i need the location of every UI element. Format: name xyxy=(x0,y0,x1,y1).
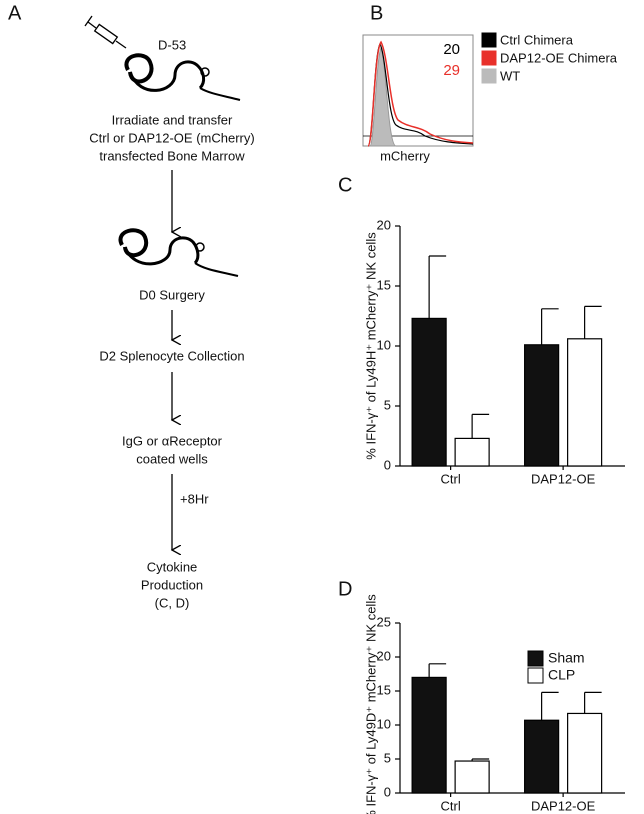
gate-count: 20 xyxy=(443,41,460,58)
diagram-step: coated wells xyxy=(136,451,208,466)
syringe xyxy=(84,15,127,49)
panel-label: B xyxy=(370,2,383,24)
panel-label: A xyxy=(8,2,22,24)
diagram-step: Cytokine xyxy=(147,559,198,574)
diagram-step: D2 Splenocyte Collection xyxy=(99,348,244,363)
y-axis-label: % IFN-γ⁺ of Ly49H⁺ mCherry⁺ NK cells xyxy=(363,232,378,460)
x-tick-label: Ctrl xyxy=(441,798,461,813)
bar xyxy=(411,676,447,794)
diagram-step: D0 Surgery xyxy=(139,287,205,302)
x-tick-label: DAP12-OE xyxy=(531,471,596,486)
diagram-step: Ctrl or DAP12-OE (mCherry) xyxy=(89,130,254,145)
x-tick-label: DAP12-OE xyxy=(531,798,596,813)
x-axis-label: mCherry xyxy=(380,148,430,163)
y-tick-label: 10 xyxy=(377,337,391,352)
y-tick-label: 10 xyxy=(377,716,391,731)
x-tick-label: Ctrl xyxy=(441,471,461,486)
y-tick-label: 15 xyxy=(377,682,391,697)
legend-label: WT xyxy=(500,68,520,83)
diagram-step: Production xyxy=(141,577,203,592)
bar xyxy=(567,338,603,467)
panel-label: D xyxy=(338,578,352,600)
y-tick-label: 5 xyxy=(384,750,391,765)
y-axis-label: % IFN-γ⁺ of Ly49D⁺ mCherry⁺ NK cells xyxy=(363,594,378,814)
bar xyxy=(454,437,490,467)
y-tick-label: 15 xyxy=(377,277,391,292)
diagram-note: +8Hr xyxy=(180,491,209,506)
legend-label: DAP12-OE Chimera xyxy=(500,50,618,65)
bar xyxy=(567,712,603,794)
y-tick-label: 25 xyxy=(377,614,391,629)
y-tick-label: 5 xyxy=(384,397,391,412)
mouse-icon xyxy=(124,53,241,101)
bar xyxy=(454,760,490,794)
y-tick-label: 0 xyxy=(384,457,391,472)
gate-count: 29 xyxy=(443,62,460,79)
y-tick-label: 20 xyxy=(377,217,391,232)
legend-swatch xyxy=(481,50,497,66)
panel-label: C xyxy=(338,174,352,196)
diagram-step: transfected Bone Marrow xyxy=(99,148,245,163)
bar xyxy=(524,344,560,467)
y-tick-label: 0 xyxy=(384,784,391,799)
diagram-step: (C, D) xyxy=(155,595,190,610)
legend-label: Sham xyxy=(548,650,585,666)
diagram-step: D-53 xyxy=(158,37,186,52)
legend-label: CLP xyxy=(548,667,575,683)
legend-swatch xyxy=(481,32,497,48)
diagram-step: Irradiate and transfer xyxy=(112,112,233,127)
diagram-step: IgG or αReceptor xyxy=(122,433,223,448)
legend-label: Ctrl Chimera xyxy=(500,32,574,47)
histogram-curve xyxy=(367,40,474,147)
bar xyxy=(524,719,560,794)
histogram-frame xyxy=(362,34,474,147)
bar xyxy=(411,317,447,467)
y-tick-label: 20 xyxy=(377,648,391,663)
legend-swatch xyxy=(527,667,544,684)
legend-swatch xyxy=(527,650,544,667)
legend-swatch xyxy=(481,68,497,84)
mouse-icon xyxy=(118,228,239,277)
